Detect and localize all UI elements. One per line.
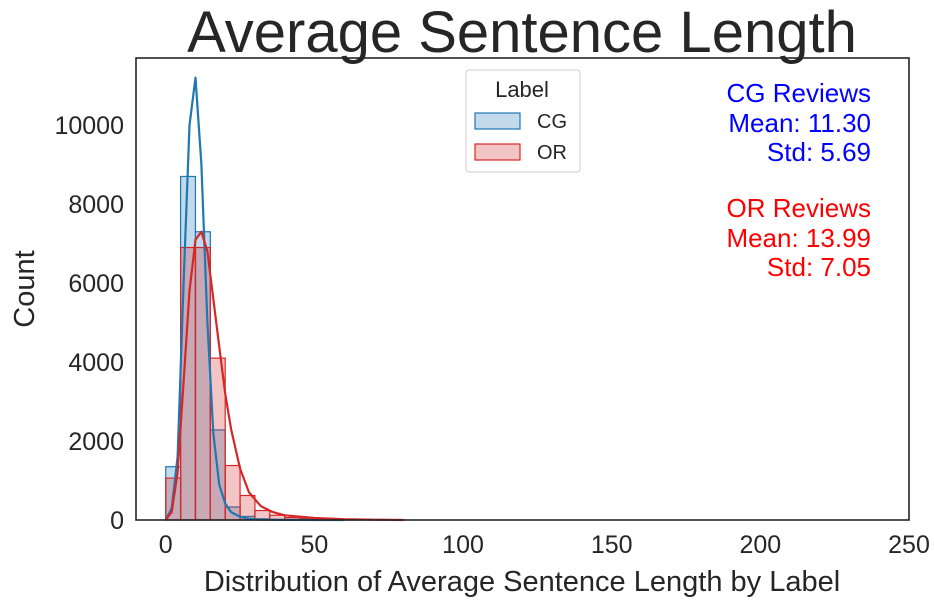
y-tick-label: 10000 <box>54 112 124 140</box>
histogram-bars <box>165 175 390 521</box>
x-tick-label: 0 <box>159 531 173 559</box>
x-axis-label: Distribution of Average Sentence Length … <box>204 566 840 598</box>
y-tick-label: 0 <box>110 507 124 535</box>
plot-frame <box>135 57 910 521</box>
annotation-or-line-1: OR Reviews <box>727 193 871 223</box>
legend: Label CG OR <box>465 69 581 173</box>
legend-label-or: OR <box>537 142 567 164</box>
annotation-cg-stats: CG Reviews Mean: 11.30 Std: 5.69 <box>727 78 871 167</box>
x-tick-label: 150 <box>591 531 633 559</box>
chart-title: Average Sentence Length <box>187 0 857 65</box>
x-axis-ticks: 0 50 100 150 200 250 <box>159 531 930 559</box>
legend-swatch-cg <box>474 112 521 130</box>
annotation-or-line-3: Std: 7.05 <box>767 252 871 282</box>
annotation-cg-line-2: Mean: 11.30 <box>728 108 871 138</box>
y-tick-label: 2000 <box>68 428 124 456</box>
annotation-cg-line-3: Std: 5.69 <box>767 137 871 167</box>
kde-curves <box>164 76 404 522</box>
y-tick-label: 8000 <box>68 191 124 219</box>
legend-label-cg: CG <box>537 111 567 133</box>
y-axis-label: Count <box>9 250 41 327</box>
kde-line-cg <box>164 76 345 522</box>
annotation-or-stats: OR Reviews Mean: 13.99 Std: 7.05 <box>726 193 871 282</box>
legend-swatch-or <box>474 143 521 161</box>
y-tick-label: 6000 <box>68 270 124 298</box>
x-tick-label: 250 <box>888 531 930 559</box>
annotation-cg-line-1: CG Reviews <box>727 78 871 108</box>
bar-or-2 <box>194 246 211 521</box>
annotation-or-line-2: Mean: 13.99 <box>726 223 871 253</box>
legend-box <box>465 69 581 173</box>
x-tick-label: 50 <box>300 531 328 559</box>
kde-line-or <box>164 230 404 522</box>
x-tick-label: 200 <box>739 531 781 559</box>
y-tick-label: 4000 <box>68 349 124 377</box>
x-tick-label: 100 <box>442 531 484 559</box>
legend-title: Label <box>495 77 549 102</box>
y-axis-ticks: 0 2000 4000 6000 8000 10000 <box>54 112 124 535</box>
